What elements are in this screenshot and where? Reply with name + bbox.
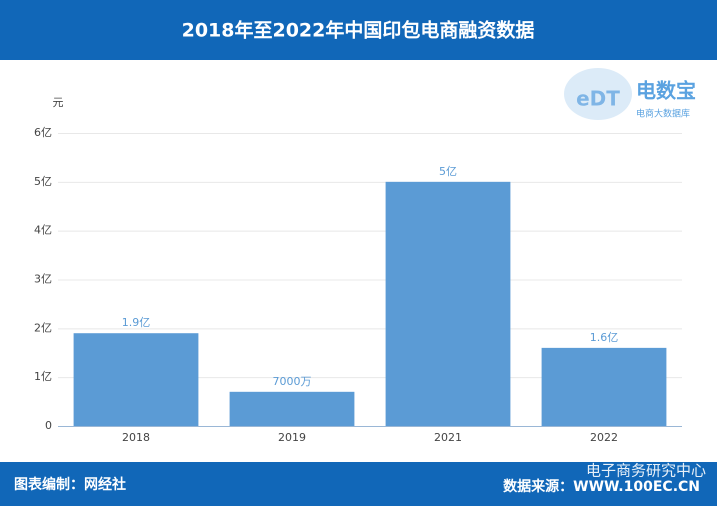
- footer-left: 图表编制：网经社: [14, 476, 126, 493]
- data-label: 1.9亿: [122, 316, 151, 329]
- logo-mark: eDT: [576, 87, 620, 111]
- watermark: 电子商务研究中心: [586, 462, 706, 480]
- logo-cloud: [564, 68, 632, 120]
- logo-subtitle: 电商大数据库: [636, 108, 690, 120]
- chart-title: 2018年至2022年中国印包电商融资数据: [182, 19, 535, 42]
- x-tick-label: 2019: [278, 431, 306, 444]
- bar: [385, 181, 511, 426]
- footer-bar: [0, 462, 717, 506]
- x-tick-label: 2018: [122, 431, 150, 444]
- bar: [73, 333, 199, 426]
- bar: [229, 391, 355, 426]
- x-tick-label: 2022: [590, 431, 618, 444]
- header-bar: [0, 0, 717, 60]
- y-unit: 元: [53, 96, 64, 109]
- x-tick-label: 2021: [434, 431, 462, 444]
- data-label: 1.6亿: [590, 331, 619, 344]
- data-label: 7000万: [273, 375, 312, 388]
- data-label: 5亿: [439, 165, 457, 178]
- y-tick-label: 5亿: [34, 175, 52, 188]
- y-tick-label: 1亿: [34, 370, 52, 383]
- y-tick-label: 0: [45, 419, 52, 432]
- bar: [541, 347, 667, 426]
- y-tick-label: 6亿: [34, 126, 52, 139]
- y-tick-label: 3亿: [34, 273, 52, 286]
- footer-right: 数据来源：WWW.100EC.CN: [503, 478, 700, 495]
- y-tick-label: 4亿: [34, 224, 52, 237]
- plot-area: 0 1亿 2亿 3亿 4亿 5亿 6亿 2018 1.9亿 2019 7000万 2021 5亿 2022…: [34, 126, 682, 444]
- y-tick-label: 2亿: [34, 321, 52, 334]
- logo-name: 电数宝: [636, 79, 696, 103]
